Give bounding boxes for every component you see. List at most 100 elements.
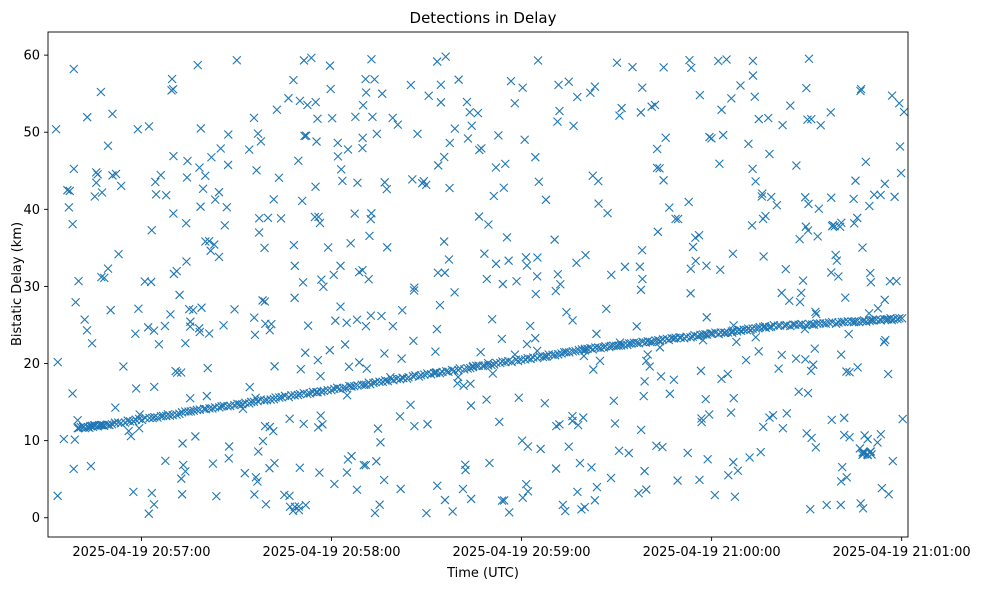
data-point	[828, 220, 838, 230]
data-point	[845, 367, 854, 377]
data-point	[431, 347, 440, 357]
data-point	[265, 325, 275, 335]
data-point	[485, 458, 494, 468]
data-point	[147, 488, 157, 498]
data-point	[731, 337, 741, 347]
data-point	[772, 200, 782, 210]
data-point	[266, 395, 276, 404]
data-point	[636, 425, 646, 435]
data-point	[219, 320, 228, 330]
data-point	[432, 324, 442, 334]
data-point	[65, 186, 75, 196]
data-point	[854, 317, 864, 327]
data-point	[588, 365, 598, 374]
data-point	[718, 130, 728, 140]
data-point	[223, 130, 233, 139]
data-point	[300, 348, 310, 358]
data-point	[445, 138, 455, 148]
data-point	[299, 419, 309, 429]
data-point	[194, 323, 204, 333]
data-point	[628, 62, 637, 72]
data-point	[131, 384, 141, 393]
data-point	[364, 378, 374, 388]
data-point	[276, 213, 286, 223]
data-point	[491, 163, 501, 172]
data-point	[504, 256, 514, 266]
data-point	[661, 133, 671, 143]
data-point	[333, 138, 343, 148]
data-point	[97, 188, 107, 197]
data-point	[808, 360, 818, 370]
data-point	[466, 379, 475, 389]
data-point	[407, 174, 417, 184]
data-point	[244, 145, 254, 155]
data-point	[764, 322, 774, 332]
data-point	[726, 408, 736, 417]
data-point	[108, 171, 117, 180]
data-point	[352, 315, 362, 325]
data-point	[890, 192, 899, 202]
data-point	[238, 404, 248, 414]
data-point	[827, 415, 837, 425]
data-point	[71, 297, 81, 307]
data-point	[553, 269, 563, 279]
x-axis-ticks: 2025-04-19 20:57:00 2025-04-19 20:58:00 20…	[72, 537, 971, 560]
data-point	[195, 163, 204, 172]
data-point	[424, 91, 434, 101]
data-point	[781, 264, 791, 274]
data-point	[149, 499, 159, 509]
data-point	[440, 268, 450, 278]
data-point	[325, 345, 335, 355]
data-point	[555, 420, 564, 429]
data-point	[619, 340, 629, 350]
data-point	[343, 455, 353, 464]
data-point	[69, 464, 79, 474]
data-point	[395, 412, 405, 421]
data-point	[686, 63, 696, 73]
data-point	[269, 194, 279, 204]
data-point	[462, 97, 472, 107]
data-point	[853, 362, 863, 372]
data-point	[326, 84, 336, 94]
y-tick-label: 20	[23, 357, 40, 372]
data-point	[754, 346, 764, 356]
data-point	[258, 436, 268, 446]
data-point	[453, 379, 462, 388]
data-point	[655, 164, 664, 173]
data-point	[192, 405, 202, 415]
data-point	[836, 476, 846, 486]
data-point	[683, 448, 693, 458]
data-point	[432, 481, 442, 491]
data-point	[553, 117, 562, 126]
data-point	[522, 261, 532, 270]
data-point	[899, 107, 909, 117]
data-point	[419, 370, 429, 379]
data-point	[180, 338, 190, 348]
data-point	[196, 124, 206, 133]
data-point	[53, 491, 63, 501]
data-point	[761, 211, 770, 221]
data-point	[864, 201, 874, 211]
data-point	[422, 508, 431, 518]
data-point	[568, 316, 577, 325]
data-point	[200, 171, 210, 181]
data-point	[299, 56, 309, 65]
data-point	[254, 228, 264, 237]
data-point	[447, 365, 457, 375]
data-point	[673, 476, 682, 485]
data-point	[835, 222, 845, 232]
data-point	[110, 403, 120, 413]
data-point	[686, 264, 696, 274]
data-point	[361, 321, 371, 331]
data-point	[568, 411, 577, 421]
data-point	[279, 490, 289, 500]
data-point	[595, 356, 605, 366]
data-point	[555, 279, 565, 289]
data-point	[256, 136, 266, 146]
data-point	[506, 76, 516, 86]
data-point	[564, 442, 574, 452]
data-point	[704, 410, 714, 419]
data-point	[263, 213, 273, 223]
data-point	[482, 395, 491, 404]
data-point	[140, 277, 150, 286]
